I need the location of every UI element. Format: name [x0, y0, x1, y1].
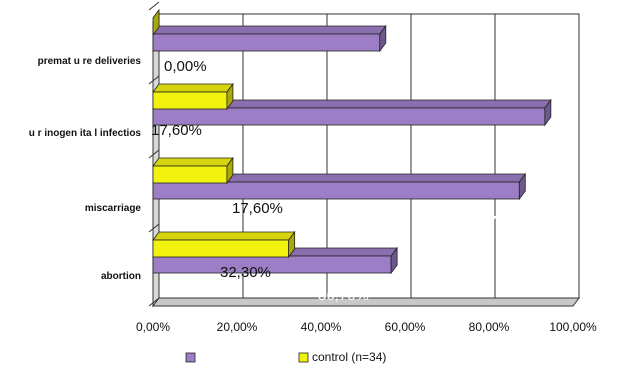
legend-label-1: control (n=34)	[312, 350, 386, 364]
x-tick-label-1: 20,00%	[217, 320, 258, 334]
bar-front-face	[152, 239, 290, 258]
bar-end-face	[226, 156, 234, 185]
category-label-3: premat u re deliveries	[38, 56, 142, 67]
bar-control-0	[152, 230, 296, 259]
bar-top-face	[152, 157, 234, 167]
legend: control (n=34)	[185, 350, 386, 364]
bar-front-face	[152, 255, 392, 274]
x-tick-label-0: 0,00%	[136, 320, 170, 334]
bar-front-face	[152, 107, 546, 126]
bar-front-face	[152, 165, 228, 184]
axes: abortion miscarriage u r inogen ita l infe…	[29, 56, 597, 334]
bars	[152, 8, 552, 275]
data-label-control-2: 17,60%	[151, 122, 202, 139]
bar-series1-2	[152, 98, 552, 127]
x-tick-label-3: 60,00%	[385, 320, 426, 334]
bar-top-face	[152, 25, 387, 35]
bar-top-face	[152, 83, 234, 93]
bar-end-face	[152, 8, 160, 37]
bar-end-face	[226, 82, 234, 111]
legend-swatch-1	[298, 352, 309, 363]
data-label-series1-1: 87,22%	[480, 213, 531, 230]
x-tick-label-4: 80,00%	[469, 320, 510, 334]
data-label-control-3: 0,00%	[164, 58, 207, 75]
category-separator-0	[148, 297, 160, 307]
category-separator-3	[148, 75, 160, 85]
category-separator-4	[148, 1, 160, 11]
bar-control-2	[152, 82, 234, 111]
bar-end-face	[288, 230, 296, 259]
bar-front-face	[152, 181, 520, 200]
legend-swatch-0	[185, 352, 196, 363]
bar-end-face	[390, 246, 398, 275]
bar-series1-3	[152, 24, 387, 53]
x-tick-label-5: 100,00%	[549, 320, 597, 334]
category-label-0: abortion	[101, 271, 141, 282]
bar-end-face	[544, 98, 552, 127]
category-label-2: u r inogen ita l infectios	[29, 128, 142, 139]
bar-top-face	[152, 231, 296, 241]
category-separator-2	[148, 149, 160, 159]
bar-front-face	[152, 33, 381, 52]
data-label-control-0: 32,30%	[220, 264, 271, 281]
data-labels: 56,70% 87,22% 93,30% 32,30% 17,60% 17,60% 0,00…	[151, 58, 531, 304]
bar-front-face	[152, 91, 228, 110]
x-tick-label-2: 40,00%	[301, 320, 342, 334]
bar-end-face	[379, 24, 387, 53]
bar-control-1	[152, 156, 234, 185]
bar-control-3	[152, 8, 160, 37]
category-label-1: miscarriage	[85, 203, 142, 214]
data-label-control-1: 17,60%	[232, 200, 283, 217]
category-separator-1	[148, 223, 160, 233]
data-label-series1-2: 93,30%	[478, 139, 529, 156]
bar-end-face	[518, 172, 526, 201]
data-label-series1-0: 56,70%	[318, 287, 369, 304]
bar-series1-1	[152, 172, 527, 201]
